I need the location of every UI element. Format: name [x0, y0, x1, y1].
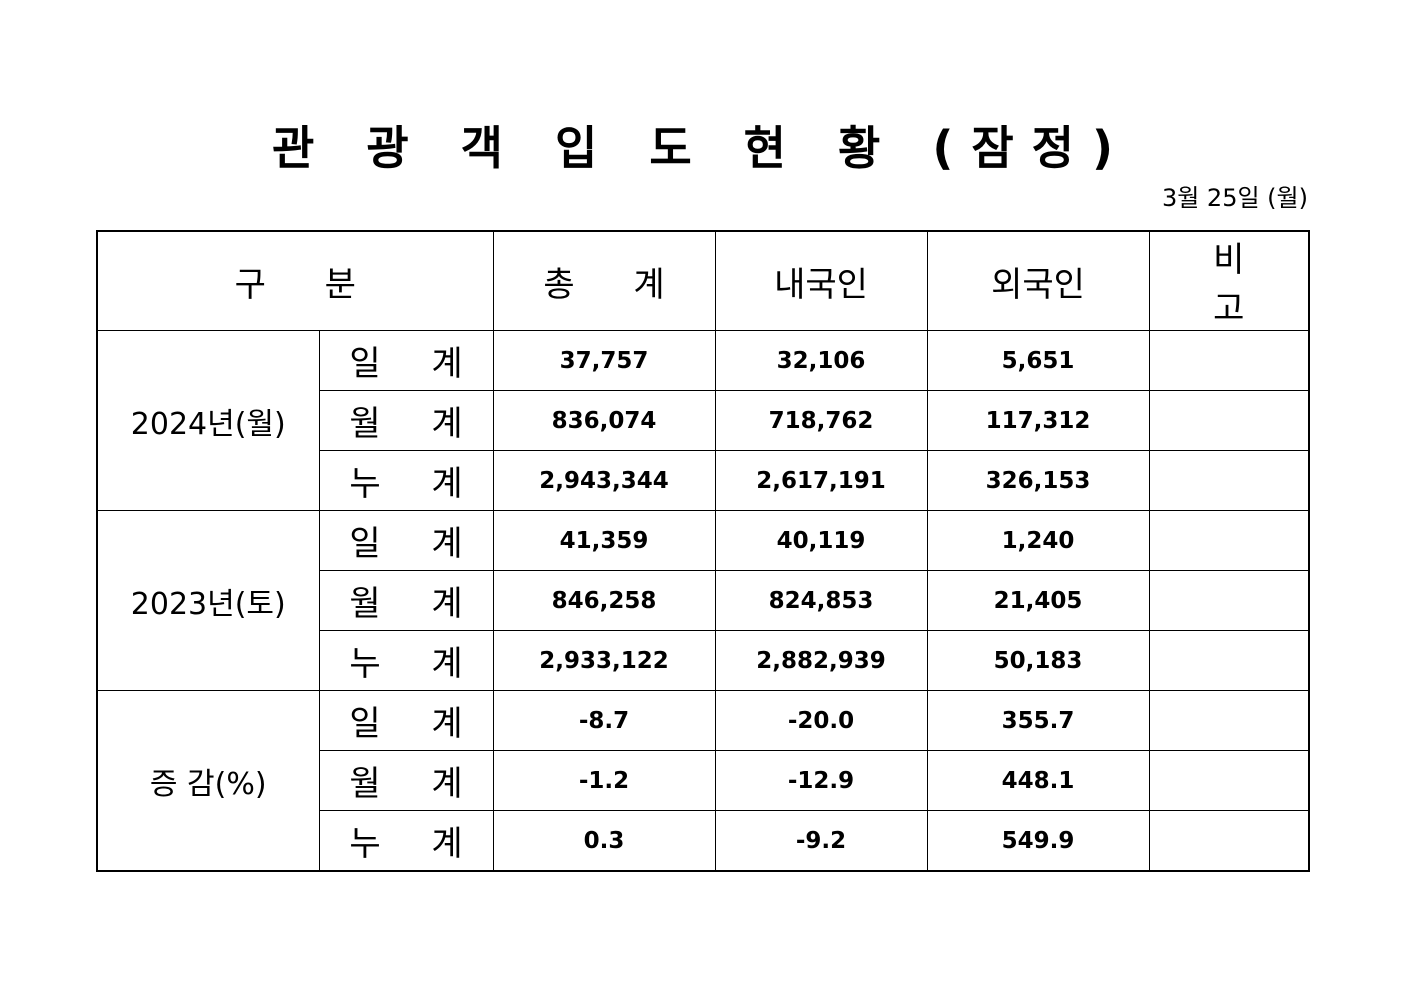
cell-total: 2,943,344: [492, 450, 716, 511]
cell-foreign: 5,651: [926, 330, 1150, 391]
cell-foreign: 50,183: [926, 630, 1150, 691]
cell-note: [1148, 750, 1310, 811]
cell-note: [1148, 630, 1310, 691]
cell-domestic: -12.9: [714, 750, 928, 811]
page-title: 관 광 객 입 도 현 황 (잠정): [271, 121, 1132, 175]
cell-foreign: 448.1: [926, 750, 1150, 811]
cell-total: -8.7: [492, 690, 716, 751]
cell-domestic: 2,617,191: [714, 450, 928, 511]
header-category: 구 분: [96, 230, 494, 331]
table-row: 2024년(월) 일 계 37,757 32,106 5,651: [96, 330, 1310, 511]
cell-foreign: 355.7: [926, 690, 1150, 751]
cell-total: 0.3: [492, 810, 716, 872]
cell-domestic: -20.0: [714, 690, 928, 751]
cell-note: [1148, 330, 1310, 391]
cell-total: 836,074: [492, 390, 716, 451]
header-note: 비 고: [1148, 230, 1310, 331]
cell-domestic: 824,853: [714, 570, 928, 631]
cell-foreign: 21,405: [926, 570, 1150, 631]
row-label: 월 계: [318, 570, 494, 631]
cell-foreign: 326,153: [926, 450, 1150, 511]
tourist-arrivals-table: 구 분 총 계 내국인 외국인 비 고 2024년(월) 일 계 37,757 32,…: [96, 230, 1310, 872]
table-row: 증 감(%) 일 계 -8.7 -20.0 355.7: [96, 690, 1310, 872]
cell-foreign: 117,312: [926, 390, 1150, 451]
cell-note: [1148, 690, 1310, 751]
row-label: 월 계: [318, 750, 494, 811]
row-label: 일 계: [318, 510, 494, 571]
table-row: 누 계 2,943,344 2,617,191 326,153: [97, 450, 1310, 511]
cell-domestic: 40,119: [714, 510, 928, 571]
row-label: 누 계: [318, 450, 494, 511]
table-row: 2023년(토) 일 계 41,359 40,119 1,240: [96, 510, 1310, 691]
cell-note: [1148, 810, 1310, 872]
cell-foreign: 1,240: [926, 510, 1150, 571]
header-row: 구 분 총 계 내국인 외국인 비 고: [96, 230, 1310, 331]
header-foreign: 외국인: [926, 230, 1150, 331]
group-label: 증 감(%): [96, 690, 320, 872]
cell-total: 41,359: [492, 510, 716, 571]
header-domestic: 내국인: [714, 230, 928, 331]
cell-total: -1.2: [492, 750, 716, 811]
cell-foreign: 549.9: [926, 810, 1150, 872]
cell-note: [1148, 450, 1310, 511]
table-row: 월 계 846,258 824,853 21,405: [97, 570, 1310, 631]
cell-domestic: 2,882,939: [714, 630, 928, 691]
table-row: 누 계 0.3 -9.2 549.9: [97, 810, 1310, 872]
group-label: 2024년(월): [96, 330, 320, 511]
cell-total: 846,258: [492, 570, 716, 631]
cell-total: 2,933,122: [492, 630, 716, 691]
cell-note: [1148, 510, 1310, 571]
table-row: 월 계 -1.2 -12.9 448.1: [97, 750, 1310, 811]
table-row: 누 계 2,933,122 2,882,939 50,183: [97, 630, 1310, 691]
row-label: 누 계: [318, 630, 494, 691]
cell-domestic: 718,762: [714, 390, 928, 451]
cell-domestic: 32,106: [714, 330, 928, 391]
row-label: 일 계: [318, 330, 494, 391]
cell-note: [1148, 570, 1310, 631]
cell-domestic: -9.2: [714, 810, 928, 872]
cell-total: 37,757: [492, 330, 716, 391]
row-label: 누 계: [318, 810, 494, 872]
row-label: 일 계: [318, 690, 494, 751]
row-label: 월 계: [318, 390, 494, 451]
group-label: 2023년(토): [96, 510, 320, 691]
cell-note: [1148, 390, 1310, 451]
header-total: 총 계: [492, 230, 716, 331]
report-date: 3월 25일 (월): [1161, 184, 1308, 212]
